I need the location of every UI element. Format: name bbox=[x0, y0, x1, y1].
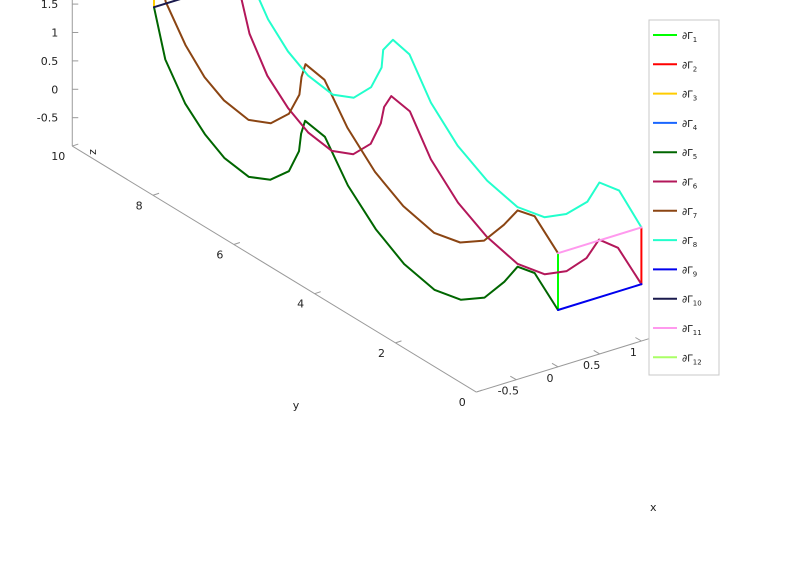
x-tick-label: -0.5 bbox=[498, 385, 519, 398]
legend-label: ∂Γ9 bbox=[682, 265, 697, 278]
legend-label: ∂Γ5 bbox=[682, 148, 697, 161]
legend-item-5: ∂Γ5 bbox=[653, 148, 697, 161]
legend-item-9: ∂Γ9 bbox=[653, 265, 697, 278]
legend-item-2: ∂Γ2 bbox=[653, 60, 697, 73]
z-axis-label: z bbox=[86, 149, 99, 155]
z-tick-label: -0.5 bbox=[37, 112, 58, 125]
series-line-9 bbox=[557, 283, 643, 311]
x-tick-label: 0.5 bbox=[583, 359, 601, 372]
plot-curves bbox=[153, 0, 643, 311]
y-tick-label: 8 bbox=[136, 199, 143, 212]
y-tick-label: 10 bbox=[51, 150, 65, 163]
y-tick-mark bbox=[72, 143, 79, 147]
y-tick-mark bbox=[395, 340, 402, 344]
legend-label: ∂Γ4 bbox=[682, 119, 698, 132]
series-line-6 bbox=[240, 0, 643, 286]
legend-label: ∂Γ1 bbox=[682, 31, 697, 44]
legend-item-8: ∂Γ8 bbox=[653, 236, 697, 249]
legend-item-4: ∂Γ4 bbox=[653, 119, 698, 132]
legend-label: ∂Γ7 bbox=[682, 207, 697, 220]
y-tick-mark bbox=[314, 291, 321, 295]
legend-label: ∂Γ12 bbox=[682, 353, 702, 366]
x-tick-label: 0 bbox=[547, 372, 554, 385]
legend-box bbox=[648, 19, 720, 376]
legend-label: ∂Γ6 bbox=[682, 178, 698, 191]
legend-item-12: ∂Γ12 bbox=[653, 353, 702, 366]
y-axis-line bbox=[72, 145, 477, 393]
y-tick-mark bbox=[152, 192, 160, 196]
y-tick-label: 2 bbox=[378, 347, 385, 360]
x-tick-mark bbox=[551, 362, 559, 368]
legend: ∂Γ1 ∂Γ2 ∂Γ3 ∂Γ4 ∂Γ5 ∂Γ6 ∂Γ7 ∂Γ8 ∂Γ9 ∂Γ10 ∂Γ11 ∂Γ12 bbox=[648, 19, 720, 376]
legend-item-1: ∂Γ1 bbox=[653, 31, 697, 44]
x-tick-mark bbox=[635, 337, 642, 342]
z-tick-label: 0.5 bbox=[41, 55, 59, 68]
legend-label: ∂Γ2 bbox=[682, 60, 697, 73]
series-line-8 bbox=[258, 0, 643, 229]
legend-item-3: ∂Γ3 bbox=[653, 90, 697, 103]
axes-box bbox=[71, 0, 713, 393]
y-tick-label: 0 bbox=[459, 396, 466, 409]
z-tick-label: 1 bbox=[51, 26, 58, 39]
x-tick-mark bbox=[593, 349, 600, 355]
y-axis-label: y bbox=[293, 399, 300, 412]
y-tick-mark bbox=[233, 242, 241, 245]
z-tick-label: 1.5 bbox=[41, 0, 59, 11]
x-tick-mark bbox=[510, 375, 517, 381]
series-line-7 bbox=[164, 0, 559, 255]
y-tick-mark bbox=[476, 389, 483, 393]
series-line-10 bbox=[153, 0, 181, 9]
x-axis-label: x bbox=[650, 501, 657, 514]
z-tick-label: 0 bbox=[51, 83, 58, 96]
legend-item-10: ∂Γ10 bbox=[653, 295, 702, 308]
y-tick-label: 6 bbox=[216, 248, 223, 261]
legend-item-6: ∂Γ6 bbox=[653, 178, 698, 191]
legend-item-7: ∂Γ7 bbox=[653, 207, 697, 220]
legend-label: ∂Γ8 bbox=[682, 236, 697, 249]
legend-label: ∂Γ3 bbox=[682, 90, 697, 103]
legend-label: ∂Γ11 bbox=[682, 324, 702, 337]
legend-label: ∂Γ10 bbox=[682, 295, 702, 308]
x-tick-label: 1 bbox=[630, 346, 637, 359]
legend-item-11: ∂Γ11 bbox=[653, 324, 702, 337]
series-line-5 bbox=[153, 6, 559, 311]
series-line-11 bbox=[557, 226, 643, 255]
y-tick-label: 4 bbox=[297, 298, 304, 311]
